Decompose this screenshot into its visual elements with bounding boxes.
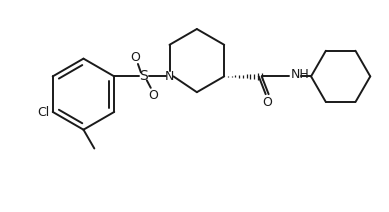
- Text: O: O: [263, 96, 273, 109]
- Text: O: O: [130, 50, 140, 64]
- Text: NH: NH: [290, 68, 309, 81]
- Text: O: O: [148, 89, 158, 102]
- Text: N: N: [165, 70, 174, 83]
- Text: Cl: Cl: [37, 106, 50, 119]
- Text: S: S: [140, 69, 148, 83]
